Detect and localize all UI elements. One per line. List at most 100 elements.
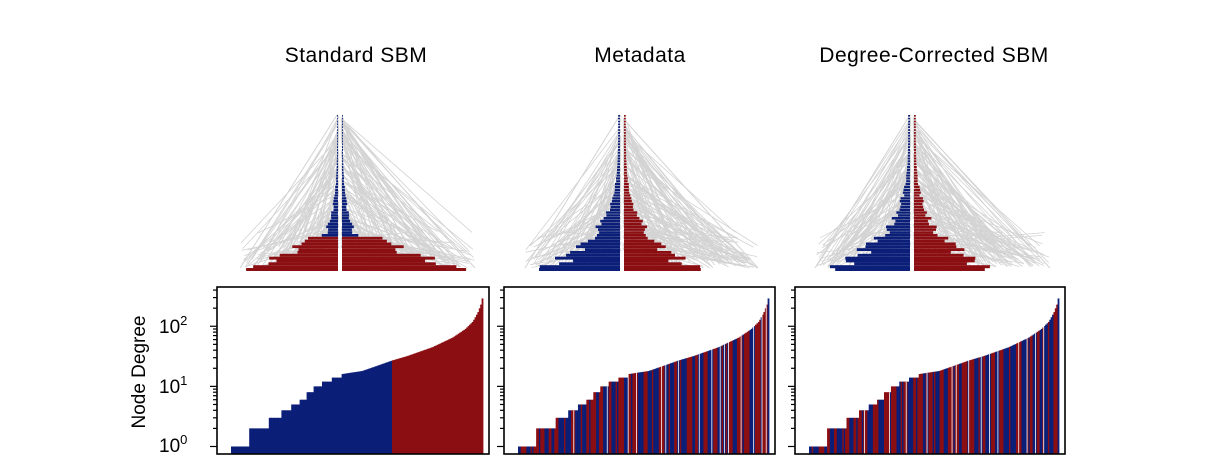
- degree-bar: [959, 363, 961, 454]
- node-row-left: [327, 231, 338, 234]
- degree-bar: [453, 336, 456, 454]
- node-row-right: [914, 137, 916, 140]
- degree-bar: [874, 404, 877, 454]
- degree-bar: [261, 428, 264, 454]
- degree-bar: [238, 446, 240, 454]
- degree-bar: [299, 399, 302, 454]
- node-row-left: [333, 197, 338, 200]
- degree-bar: [401, 357, 404, 454]
- node-row-left: [906, 177, 910, 180]
- degree-bar: [476, 314, 478, 454]
- node-row-left: [326, 225, 338, 229]
- degree-bar: [306, 392, 309, 454]
- degree-bar: [961, 362, 964, 454]
- node-row-left: [618, 137, 620, 140]
- degree-bar: [457, 333, 460, 454]
- degree-bar: [365, 369, 368, 454]
- node-row-left: [617, 160, 620, 163]
- degree-bar: [842, 428, 845, 454]
- node-row-left: [908, 129, 910, 131]
- degree-bar: [352, 372, 355, 454]
- degree-bar: [810, 446, 813, 454]
- degree-bar: [319, 386, 321, 454]
- degree-bar: [469, 324, 471, 454]
- degree-bar: [813, 446, 815, 454]
- node-row-left: [599, 231, 620, 234]
- node-row-left: [580, 242, 620, 246]
- degree-bar: [657, 367, 660, 454]
- degree-bar: [305, 399, 307, 454]
- degree-bar: [462, 330, 464, 454]
- degree-bar: [651, 369, 654, 454]
- degree-bar: [668, 363, 671, 454]
- degree-bar: [589, 399, 591, 454]
- degree-bar: [350, 372, 352, 454]
- degree-bar: [929, 372, 932, 454]
- node-row-right: [624, 211, 638, 214]
- node-row-right: [914, 163, 917, 166]
- degree-bar: [577, 404, 580, 454]
- network-edge: [533, 202, 620, 248]
- degree-bar: [331, 377, 334, 454]
- network-edge: [829, 196, 912, 267]
- node-row-left: [906, 171, 910, 174]
- degree-bar: [915, 377, 918, 454]
- node-row-left: [902, 191, 910, 194]
- degree-bar: [902, 381, 904, 454]
- network-edge: [622, 136, 715, 266]
- degree-bar: [235, 446, 237, 454]
- node-row-left: [900, 197, 910, 200]
- degree-bar: [288, 410, 291, 454]
- node-row-right: [914, 166, 917, 169]
- node-row-right: [914, 197, 923, 200]
- degree-bar: [411, 354, 414, 454]
- node-row-right: [624, 228, 645, 231]
- degree-bar: [562, 417, 565, 454]
- degree-bar: [236, 446, 239, 454]
- degree-bar: [531, 446, 534, 454]
- degree-bar: [815, 446, 818, 454]
- degree-bar: [660, 366, 663, 454]
- degree-bar: [347, 373, 349, 454]
- degree-bar: [254, 428, 257, 454]
- node-row-right: [342, 185, 345, 188]
- node-row-right: [914, 177, 918, 180]
- node-row-left: [336, 157, 338, 160]
- node-row-left: [595, 225, 620, 229]
- node-row-left: [886, 225, 910, 229]
- node-row-right: [914, 248, 965, 251]
- degree-bar: [538, 428, 541, 454]
- degree-bar: [250, 428, 253, 454]
- node-row-right: [342, 211, 349, 214]
- degree-bar: [366, 369, 369, 454]
- node-row-left: [898, 214, 910, 217]
- node-row-right: [914, 140, 916, 143]
- degree-bar: [1000, 349, 1003, 454]
- degree-bar: [996, 351, 999, 454]
- node-row-right: [624, 236, 648, 240]
- node-row-left: [539, 268, 620, 271]
- node-row-right: [914, 234, 938, 237]
- degree-bar: [596, 392, 598, 454]
- degree-bar: [601, 386, 604, 454]
- node-row-left: [330, 214, 338, 217]
- degree-bar: [839, 428, 842, 454]
- network-edge: [619, 121, 729, 252]
- degree-bar: [340, 377, 342, 454]
- degree-bar: [590, 399, 593, 454]
- degree-bar: [544, 428, 547, 454]
- degree-bar: [979, 357, 982, 454]
- degree-bar: [626, 377, 629, 454]
- degree-bar: [682, 359, 685, 454]
- network-edge: [260, 144, 338, 262]
- node-row-left: [337, 146, 338, 149]
- degree-bar: [408, 355, 411, 454]
- degree-bar: [345, 373, 348, 454]
- node-row-left: [268, 262, 338, 266]
- degree-bar: [448, 339, 450, 454]
- degree-bar: [1043, 326, 1046, 454]
- degree-bar: [379, 364, 382, 454]
- degree-bar: [579, 404, 582, 454]
- degree-bar: [480, 304, 482, 454]
- degree-bar-panel-metadata: [497, 286, 776, 455]
